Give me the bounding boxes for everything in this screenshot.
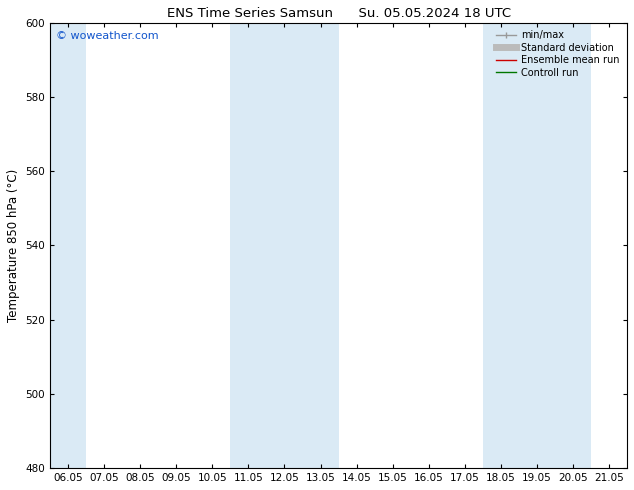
- Y-axis label: Temperature 850 hPa (°C): Temperature 850 hPa (°C): [7, 169, 20, 322]
- Text: © woweather.com: © woweather.com: [56, 31, 158, 42]
- Legend: min/max, Standard deviation, Ensemble mean run, Controll run: min/max, Standard deviation, Ensemble me…: [493, 27, 622, 80]
- Bar: [50, 23, 86, 468]
- Title: ENS Time Series Samsun      Su. 05.05.2024 18 UTC: ENS Time Series Samsun Su. 05.05.2024 18…: [167, 7, 510, 20]
- Bar: [230, 23, 339, 468]
- Bar: [483, 23, 591, 468]
